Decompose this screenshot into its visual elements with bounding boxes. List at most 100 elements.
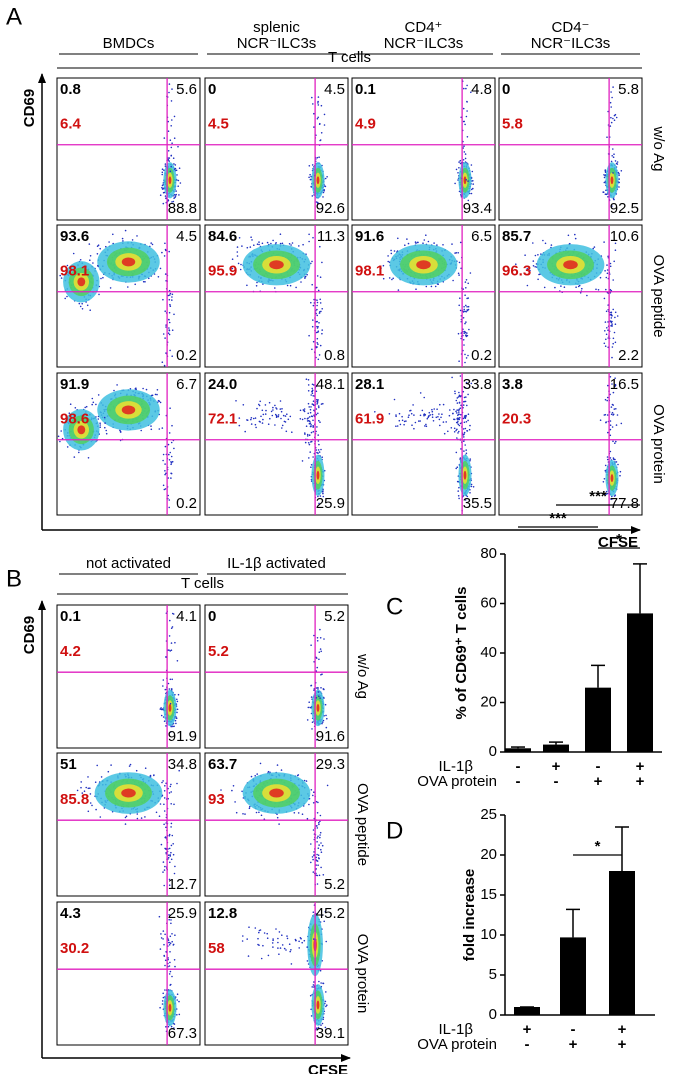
cell-dot	[313, 634, 315, 637]
cell-dot	[308, 176, 310, 179]
quadrant-value: 10.6	[610, 228, 639, 245]
cell-dot	[462, 120, 465, 123]
quadrant-value: 92.6	[316, 200, 345, 217]
density-core	[610, 474, 614, 482]
cell-dot	[235, 400, 237, 402]
cell-dot	[445, 421, 448, 423]
cell-dot	[307, 390, 310, 392]
cell-dot	[609, 292, 612, 294]
cell-dot	[271, 414, 274, 417]
cell-dot	[322, 495, 325, 498]
cell-dot	[317, 847, 320, 849]
row-label: OVA peptide	[354, 783, 371, 866]
cell-dot	[317, 96, 320, 98]
cell-dot	[256, 243, 259, 245]
cell-dot	[563, 286, 566, 289]
cell-dot	[249, 246, 252, 248]
cell-dot	[610, 406, 613, 408]
cell-dot	[167, 797, 169, 800]
cell-dot	[254, 775, 256, 777]
cell-dot	[220, 789, 222, 791]
cell-dot	[168, 459, 171, 461]
cell-dot	[269, 417, 271, 420]
cell-dot	[612, 86, 614, 88]
cell-dot	[450, 427, 453, 429]
cell-dot	[465, 115, 468, 118]
flow-plot: 0 5.85.892.5	[498, 77, 643, 221]
cell-dot	[176, 660, 179, 662]
cell-dot	[326, 784, 329, 787]
plot-frame	[204, 372, 349, 516]
cell-dot	[317, 116, 320, 119]
cell-dot	[380, 267, 382, 269]
cell-dot	[401, 419, 404, 422]
cell-dot	[607, 196, 609, 198]
cell-dot	[398, 419, 401, 422]
cell-dot	[317, 104, 320, 106]
cell-dot	[304, 275, 307, 278]
cell-dot	[162, 333, 165, 335]
cell-dot	[318, 502, 320, 505]
cell-dot	[427, 240, 430, 243]
flow-plot: 3.8 16.520.377.8	[498, 372, 643, 516]
cell-dot	[457, 490, 460, 492]
cell-dot	[458, 409, 460, 412]
cell-dot	[316, 286, 318, 289]
cell-dot	[163, 884, 165, 887]
cell-dot	[466, 334, 469, 337]
cell-dot	[169, 861, 171, 864]
column-header: splenic	[253, 19, 300, 36]
cell-dot	[614, 442, 616, 445]
cell-dot	[79, 259, 82, 261]
cell-dot	[156, 393, 158, 396]
cell-dot	[167, 294, 170, 297]
cell-dot	[163, 790, 166, 792]
row-label: w/o Ag	[354, 653, 371, 699]
cell-dot	[250, 423, 253, 425]
cell-dot	[125, 815, 128, 818]
cell-dot	[92, 401, 95, 404]
cell-dot	[464, 416, 466, 419]
flow-plot: 24.0 48.172.125.9	[204, 372, 349, 516]
cell-dot	[431, 416, 434, 419]
cell-dot	[613, 260, 615, 263]
cell-dot	[174, 164, 177, 166]
cell-dot	[453, 431, 456, 433]
density-core	[168, 704, 172, 712]
cell-dot	[165, 197, 167, 199]
cell-dot	[616, 414, 619, 416]
flow-plot: 84.6 11.395.90.8	[204, 224, 349, 368]
quadrant-value: 12.7	[168, 876, 197, 893]
cell-dot	[169, 785, 172, 788]
cell-dot	[316, 400, 319, 403]
cell-dot	[100, 277, 102, 280]
cell-dot	[289, 284, 292, 287]
cell-dot	[300, 281, 302, 283]
cell-dot	[312, 384, 315, 386]
cell-dot	[454, 182, 456, 185]
cell-dot	[460, 413, 462, 416]
cell-dot	[281, 427, 283, 429]
cell-dot	[325, 940, 328, 943]
cell-dot	[168, 318, 170, 321]
cell-dot	[312, 395, 315, 397]
cell-dot	[258, 403, 260, 406]
cell-dot	[603, 414, 606, 416]
density-core	[121, 405, 136, 415]
cell-dot	[320, 866, 322, 869]
gate-value: 95.9	[208, 263, 237, 280]
group-label: T cells	[181, 575, 224, 592]
cell-dot	[274, 413, 277, 416]
cell-dot	[465, 179, 468, 181]
cell-dot	[244, 813, 246, 815]
cell-dot	[453, 427, 456, 430]
cell-dot	[87, 810, 90, 813]
cell-dot	[605, 276, 608, 279]
cell-dot	[306, 817, 309, 820]
cell-dot	[168, 250, 170, 253]
cell-dot	[162, 298, 164, 301]
cell-dot	[465, 87, 467, 90]
cell-dot	[319, 302, 322, 304]
cell-dot	[424, 414, 427, 416]
cell-dot	[606, 456, 609, 458]
